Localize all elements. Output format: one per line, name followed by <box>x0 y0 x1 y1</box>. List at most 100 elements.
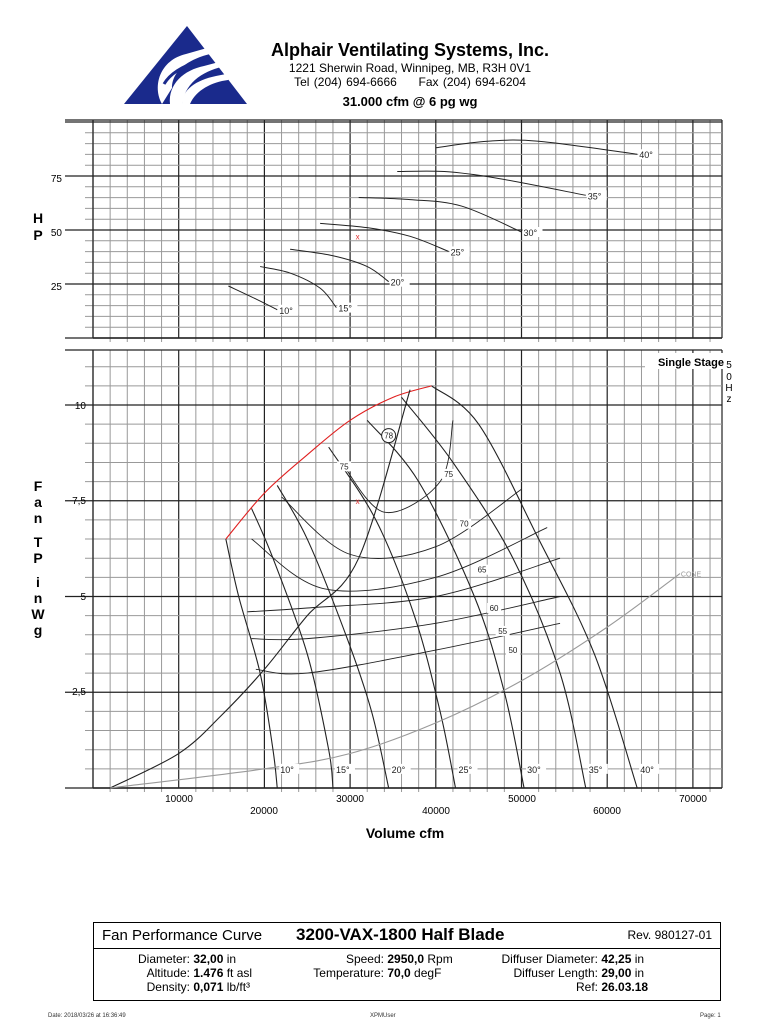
svg-text:65: 65 <box>478 566 487 575</box>
spec-density: Density: 0,071 lb/ft³ <box>94 980 394 994</box>
svg-text:30°: 30° <box>524 228 538 238</box>
hp-axis-letter: P <box>33 227 43 243</box>
hp-chart: 10° 15° 20° 25° 30° 35° 40° x 75 50 25 <box>51 119 723 342</box>
fan-specs-col2: Speed: 2950,0 Rpm Temperature: 70,0 degF <box>214 952 494 980</box>
spec-value: 26.03.18 <box>601 980 649 994</box>
axis-letter: P <box>33 550 43 566</box>
svg-text:50: 50 <box>508 646 517 655</box>
svg-text:10°: 10° <box>280 765 294 775</box>
spec-label: Ref: <box>575 980 598 994</box>
freq-label: 5 <box>726 360 732 371</box>
svg-text:x: x <box>356 232 360 241</box>
svg-text:55: 55 <box>498 627 507 636</box>
axis-letter: n <box>33 510 43 526</box>
spec-value: 42,25 <box>601 952 632 966</box>
company-header: Alphair Ventilating Systems, Inc. 1221 S… <box>200 40 620 109</box>
hp-axis-label: H P <box>28 210 48 244</box>
spec-value: 1.476 <box>193 966 224 980</box>
spec-unit: degF <box>414 966 442 980</box>
spec-diffuser-length: Diffuser Length: 29,00 in <box>404 966 722 980</box>
spec-value: 70,0 <box>387 966 411 980</box>
spec-unit: in <box>226 952 237 966</box>
spec-unit: in <box>634 952 645 966</box>
company-contact: Tel (204) 694-6666 Fax (204) 694-6204 <box>200 75 620 89</box>
svg-text:15°: 15° <box>336 765 350 775</box>
revision: Rev. 980127-01 <box>627 928 712 942</box>
spec-label: Altitude: <box>146 966 190 980</box>
axis-letter: W <box>31 606 45 622</box>
hp-axis-letter: H <box>32 210 44 226</box>
svg-text:35°: 35° <box>588 191 602 201</box>
svg-text:CONE: CONE <box>681 572 702 579</box>
axis-letter: F <box>33 478 43 494</box>
company-address: 1221 Sherwin Road, Winnipeg, MB, R3H 0V1 <box>288 61 532 75</box>
tp-xtick: 70000 <box>679 794 707 805</box>
spec-label: Speed: <box>345 952 384 966</box>
fan-info-table: Fan Performance Curve 3200-VAX-1800 Half… <box>93 922 721 1001</box>
svg-text:70: 70 <box>460 520 469 529</box>
tp-xtick: 60000 <box>593 806 621 817</box>
company-fax: Fax (204) 694-6204 <box>418 75 526 89</box>
axis-letter: a <box>34 494 42 510</box>
svg-text:x: x <box>356 497 360 506</box>
single-stage-label: Single Stage <box>658 357 724 369</box>
fan-info-header: Fan Performance Curve 3200-VAX-1800 Half… <box>94 923 720 949</box>
spec-ref: Ref: 26.03.18 <box>404 980 722 994</box>
tp-ytick: 5 <box>80 592 86 603</box>
svg-text:78: 78 <box>384 432 393 441</box>
svg-text:75: 75 <box>340 462 349 471</box>
print-date: Date: 2018/03/26 at 16:36:49 <box>48 1013 126 1019</box>
axis-letter: i <box>36 574 40 590</box>
hp-ytick: 50 <box>51 228 63 239</box>
fan-model: 3200-VAX-1800 Half Blade <box>296 925 505 944</box>
spec-diffuser-diameter: Diffuser Diameter: 42,25 in <box>404 952 722 966</box>
x-axis-label: Volume cfm <box>365 825 445 841</box>
spec-value: 2950,0 <box>387 952 425 966</box>
tp-ytick: 7,5 <box>72 496 86 507</box>
axis-letter: n <box>33 590 43 606</box>
spec-label: Diffuser Diameter: <box>501 952 598 966</box>
tp-xtick: 50000 <box>508 794 536 805</box>
tp-ytick: 2,5 <box>72 687 86 698</box>
fan-specs-col1: Diameter: 32,00 in Altitude: 1.476 ft as… <box>94 952 394 994</box>
spec-altitude: Altitude: 1.476 ft asl <box>94 966 394 980</box>
fan-specs-col3: Diffuser Diameter: 42,25 in Diffuser Len… <box>404 952 722 994</box>
svg-text:20°: 20° <box>391 278 405 288</box>
spec-label: Diffuser Length: <box>513 966 599 980</box>
svg-text:20°: 20° <box>392 765 406 775</box>
fan-tp-axis-label: F a n T P i n W g <box>28 478 48 638</box>
svg-text:40°: 40° <box>639 150 653 160</box>
spec-value: 32,00 <box>193 952 224 966</box>
print-user: XPMUser <box>370 1013 396 1019</box>
svg-text:60: 60 <box>490 604 499 613</box>
spec-value: 0,071 <box>193 980 224 994</box>
spec-unit: in <box>634 966 645 980</box>
operating-point-title: 31.000 cfm @ 6 pg wg <box>342 94 478 109</box>
company-tel: Tel (204) 694-6666 <box>294 75 397 89</box>
spec-diameter: Diameter: 32,00 in <box>94 952 394 966</box>
spec-speed: Speed: 2950,0 Rpm <box>214 952 494 966</box>
svg-text:40°: 40° <box>640 765 654 775</box>
tp-xtick: 40000 <box>422 806 450 817</box>
svg-text:10°: 10° <box>279 306 293 316</box>
svg-text:75: 75 <box>444 470 453 479</box>
axis-letter: g <box>33 622 43 638</box>
hp-ytick: 25 <box>51 282 63 293</box>
svg-text:30°: 30° <box>527 765 541 775</box>
spec-unit: lb/ft³ <box>226 980 251 994</box>
spec-unit: ft asl <box>226 966 253 980</box>
page-number: Page: 1 <box>700 1013 721 1019</box>
spec-label: Diameter: <box>137 952 190 966</box>
tp-xtick: 10000 <box>165 794 193 805</box>
doc-type: Fan Performance Curve <box>102 927 263 944</box>
fan-pressure-chart: 10 7,5 5 2,5 10000 20000 30000 40000 500… <box>65 349 733 817</box>
svg-text:25°: 25° <box>451 247 465 257</box>
freq-label: 0 <box>726 372 732 383</box>
spec-unit: Rpm <box>427 952 453 966</box>
spec-label: Density: <box>146 980 190 994</box>
freq-label: z <box>727 394 732 405</box>
axis-letter: T <box>33 534 43 550</box>
svg-text:35°: 35° <box>589 765 603 775</box>
spec-temperature: Temperature: 70,0 degF <box>214 966 494 980</box>
company-logo-icon <box>124 26 247 104</box>
